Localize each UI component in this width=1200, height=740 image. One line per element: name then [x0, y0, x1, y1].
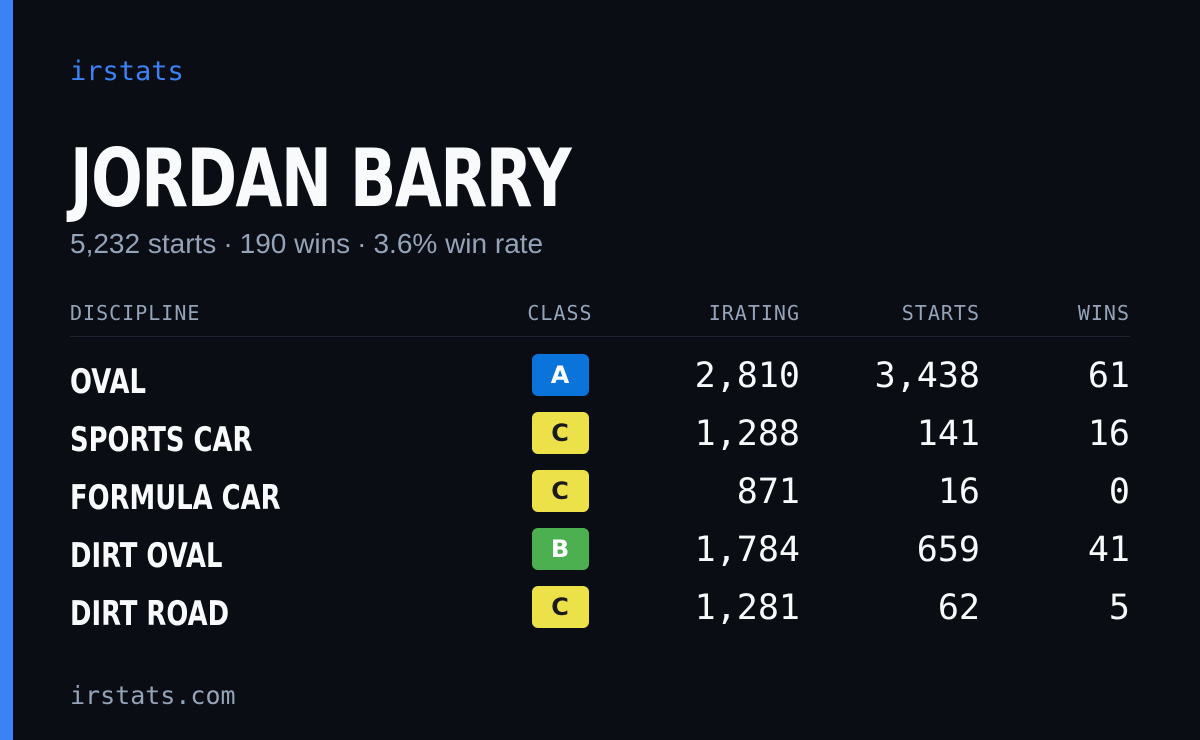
- table-row: DIRT ROAD C 1,281 62 5: [0, 586, 1200, 644]
- footer-url[interactable]: irstats.com: [70, 681, 236, 710]
- wins-value: 0: [1108, 472, 1130, 512]
- discipline-name: FORMULA CAR: [70, 478, 281, 518]
- irating-value: 1,784: [694, 530, 800, 570]
- driver-name: JORDAN BARRY: [70, 132, 572, 225]
- starts-value: 659: [916, 530, 980, 570]
- wins-summary: 190 wins: [239, 228, 351, 259]
- wins-value: 5: [1108, 588, 1130, 628]
- wins-value: 41: [1087, 530, 1130, 570]
- class-cell: C: [500, 586, 620, 628]
- header-divider: [70, 336, 1130, 337]
- starts-value: 3,438: [874, 356, 980, 396]
- brand-logo: irstats: [70, 56, 184, 87]
- class-cell: C: [500, 412, 620, 454]
- starts-value: 62: [937, 588, 980, 628]
- class-cell: C: [500, 470, 620, 512]
- class-badge: C: [531, 470, 589, 512]
- irating-value: 871: [736, 472, 800, 512]
- wins-value: 61: [1087, 356, 1130, 396]
- class-badge: C: [531, 412, 589, 454]
- starts-value: 141: [916, 414, 980, 454]
- starts-value: 16: [937, 472, 980, 512]
- wins-value: 16: [1087, 414, 1130, 454]
- irating-value: 2,810: [694, 356, 800, 396]
- irating-value: 1,281: [694, 588, 800, 628]
- header-irating: IRATING: [708, 301, 800, 325]
- win-rate-summary: 3.6% win rate: [373, 228, 544, 259]
- class-badge: A: [531, 354, 589, 396]
- table-row: SPORTS CAR C 1,288 141 16: [0, 412, 1200, 470]
- class-cell: B: [500, 528, 620, 570]
- header-discipline: DISCIPLINE: [70, 301, 201, 325]
- header-class: CLASS: [527, 301, 593, 325]
- accent-bar: [0, 0, 13, 740]
- driver-summary: 5,232 starts · 190 wins · 3.6% win rate: [70, 228, 543, 260]
- discipline-name: OVAL: [70, 362, 146, 402]
- class-badge: C: [531, 586, 589, 628]
- discipline-name: DIRT ROAD: [70, 594, 230, 634]
- starts-summary: 5,232 starts: [70, 228, 217, 259]
- class-badge: B: [531, 528, 589, 570]
- table-row: OVAL A 2,810 3,438 61: [0, 354, 1200, 412]
- summary-separator: ·: [223, 228, 233, 259]
- header-wins: WINS: [1077, 301, 1130, 325]
- table-row: DIRT OVAL B 1,784 659 41: [0, 528, 1200, 586]
- irating-value: 1,288: [694, 414, 800, 454]
- discipline-name: SPORTS CAR: [70, 420, 253, 460]
- header-starts: STARTS: [901, 301, 980, 325]
- class-cell: A: [500, 354, 620, 396]
- summary-separator: ·: [357, 228, 367, 259]
- discipline-name: DIRT OVAL: [70, 536, 223, 576]
- table-row: FORMULA CAR C 871 16 0: [0, 470, 1200, 528]
